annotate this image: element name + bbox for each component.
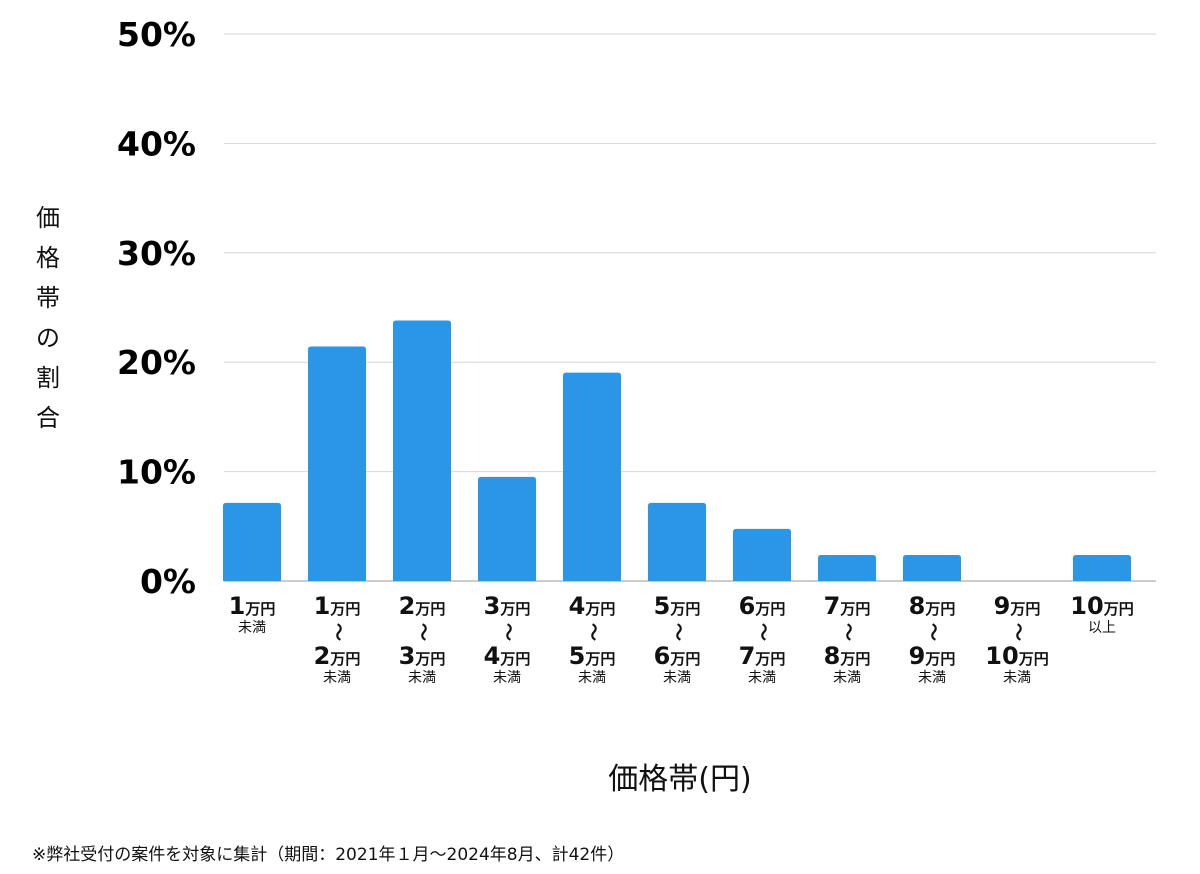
range-end-unit: 万円 (330, 650, 361, 668)
y-tick-label: 0% (140, 562, 196, 601)
range-end-number: 8 (823, 642, 841, 670)
range-start-unit: 万円 (415, 600, 446, 618)
range-end-number: 3 (398, 642, 416, 670)
range-end-number: 6 (653, 642, 671, 670)
bar (393, 320, 451, 581)
range-start-unit: 万円 (585, 600, 616, 618)
range-start-number: 1 (228, 592, 246, 620)
range-separator: 〜 (1007, 623, 1028, 641)
bar (223, 502, 281, 581)
y-tick-label: 10% (117, 453, 196, 492)
range-qualifier: 未満 (1003, 670, 1031, 686)
range-qualifier: 未満 (238, 620, 266, 636)
range-separator: 〜 (922, 623, 943, 641)
x-tick-label: 1万円未満 (207, 594, 297, 635)
bar (733, 528, 791, 581)
range-end-unit: 万円 (840, 650, 871, 668)
x-tick-label: 8万円〜 9万円 未満 (887, 594, 977, 685)
x-tick-label: 4万円〜 5万円 未満 (547, 594, 637, 685)
range-start-number: 9 (993, 592, 1011, 620)
y-tick-label: 40% (117, 124, 196, 163)
x-tick-label: 2万円〜 3万円 未満 (377, 594, 467, 685)
range-separator: 〜 (837, 623, 858, 641)
range-start-number: 8 (908, 592, 926, 620)
range-start-number: 5 (653, 592, 671, 620)
range-start-number: 10 (1070, 592, 1104, 620)
range-qualifier: 未満 (493, 670, 521, 686)
range-end-unit: 万円 (585, 650, 616, 668)
bar (648, 502, 706, 581)
bar (308, 346, 366, 581)
x-tick-label: 9万円〜 10万円 未満 (972, 594, 1062, 685)
footnote: ※弊社受付の案件を対象に集計（期間：2021年１月〜2024年8月、計42件） (32, 845, 625, 865)
range-end-unit: 万円 (925, 650, 956, 668)
x-tick-label: 7万円〜 8万円 未満 (802, 594, 892, 685)
x-tick-label: 3万円〜 4万円 未満 (462, 594, 552, 685)
range-end-unit: 万円 (500, 650, 531, 668)
range-separator: 〜 (667, 623, 688, 641)
range-start-unit: 万円 (1103, 600, 1134, 618)
bar (563, 372, 621, 581)
range-separator: 〜 (497, 623, 518, 641)
range-qualifier: 未満 (918, 670, 946, 686)
range-separator: 〜 (582, 623, 603, 641)
range-start-unit: 万円 (670, 600, 701, 618)
bar (903, 554, 961, 581)
y-axis-label: 価格帯の割合 (36, 204, 60, 432)
bar (1073, 554, 1131, 581)
range-start-number: 1 (313, 592, 331, 620)
x-axis-label: 価格帯(円) (608, 762, 752, 797)
x-tick-label: 6万円〜 7万円 未満 (717, 594, 807, 685)
range-end-unit: 万円 (1018, 650, 1049, 668)
y-tick-label: 20% (117, 343, 196, 382)
range-separator: 〜 (327, 623, 348, 641)
range-qualifier: 以上 (1088, 620, 1116, 636)
range-end-number: 4 (483, 642, 501, 670)
range-end-number: 10 (985, 642, 1019, 670)
range-separator: 〜 (412, 623, 433, 641)
range-end-unit: 万円 (670, 650, 701, 668)
range-end-unit: 万円 (755, 650, 786, 668)
range-start-unit: 万円 (925, 600, 956, 618)
y-tick-label: 30% (117, 234, 196, 273)
range-end-number: 7 (738, 642, 756, 670)
range-qualifier: 未満 (748, 670, 776, 686)
x-tick-label: 5万円〜 6万円 未満 (632, 594, 722, 685)
range-qualifier: 未満 (323, 670, 351, 686)
range-start-number: 4 (568, 592, 586, 620)
range-start-number: 7 (823, 592, 841, 620)
range-start-unit: 万円 (1010, 600, 1041, 618)
bar (818, 554, 876, 581)
range-start-unit: 万円 (840, 600, 871, 618)
range-separator: 〜 (752, 623, 773, 641)
range-end-number: 9 (908, 642, 926, 670)
range-start-unit: 万円 (330, 600, 361, 618)
bar (478, 476, 536, 581)
range-end-unit: 万円 (415, 650, 446, 668)
range-start-unit: 万円 (755, 600, 786, 618)
x-tick-label: 1万円〜 2万円 未満 (292, 594, 382, 685)
range-end-number: 5 (568, 642, 586, 670)
range-qualifier: 未満 (663, 670, 691, 686)
range-start-number: 6 (738, 592, 756, 620)
range-start-number: 2 (398, 592, 416, 620)
y-tick-label: 50% (117, 15, 196, 54)
range-qualifier: 未満 (833, 670, 861, 686)
range-end-number: 2 (313, 642, 331, 670)
range-start-unit: 万円 (500, 600, 531, 618)
range-start-number: 3 (483, 592, 501, 620)
range-qualifier: 未満 (578, 670, 606, 686)
range-qualifier: 未満 (408, 670, 436, 686)
range-start-unit: 万円 (245, 600, 276, 618)
x-tick-label: 10万円以上 (1057, 594, 1147, 635)
